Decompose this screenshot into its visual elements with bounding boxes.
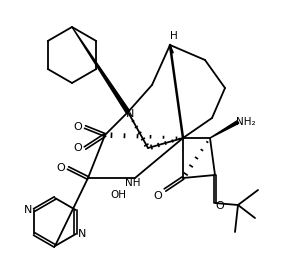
Text: OH: OH (110, 190, 126, 200)
Text: O: O (74, 122, 82, 132)
Text: NH₂: NH₂ (236, 117, 256, 127)
Text: H: H (170, 31, 178, 41)
Text: O: O (154, 191, 162, 201)
Polygon shape (210, 121, 239, 138)
Text: O: O (57, 163, 65, 173)
Text: O: O (216, 201, 224, 211)
Polygon shape (170, 45, 173, 53)
Text: N: N (24, 205, 33, 215)
Text: O: O (74, 143, 82, 153)
Polygon shape (72, 27, 130, 113)
Text: N: N (77, 229, 86, 239)
Text: NH: NH (125, 178, 141, 188)
Text: N: N (126, 109, 134, 119)
